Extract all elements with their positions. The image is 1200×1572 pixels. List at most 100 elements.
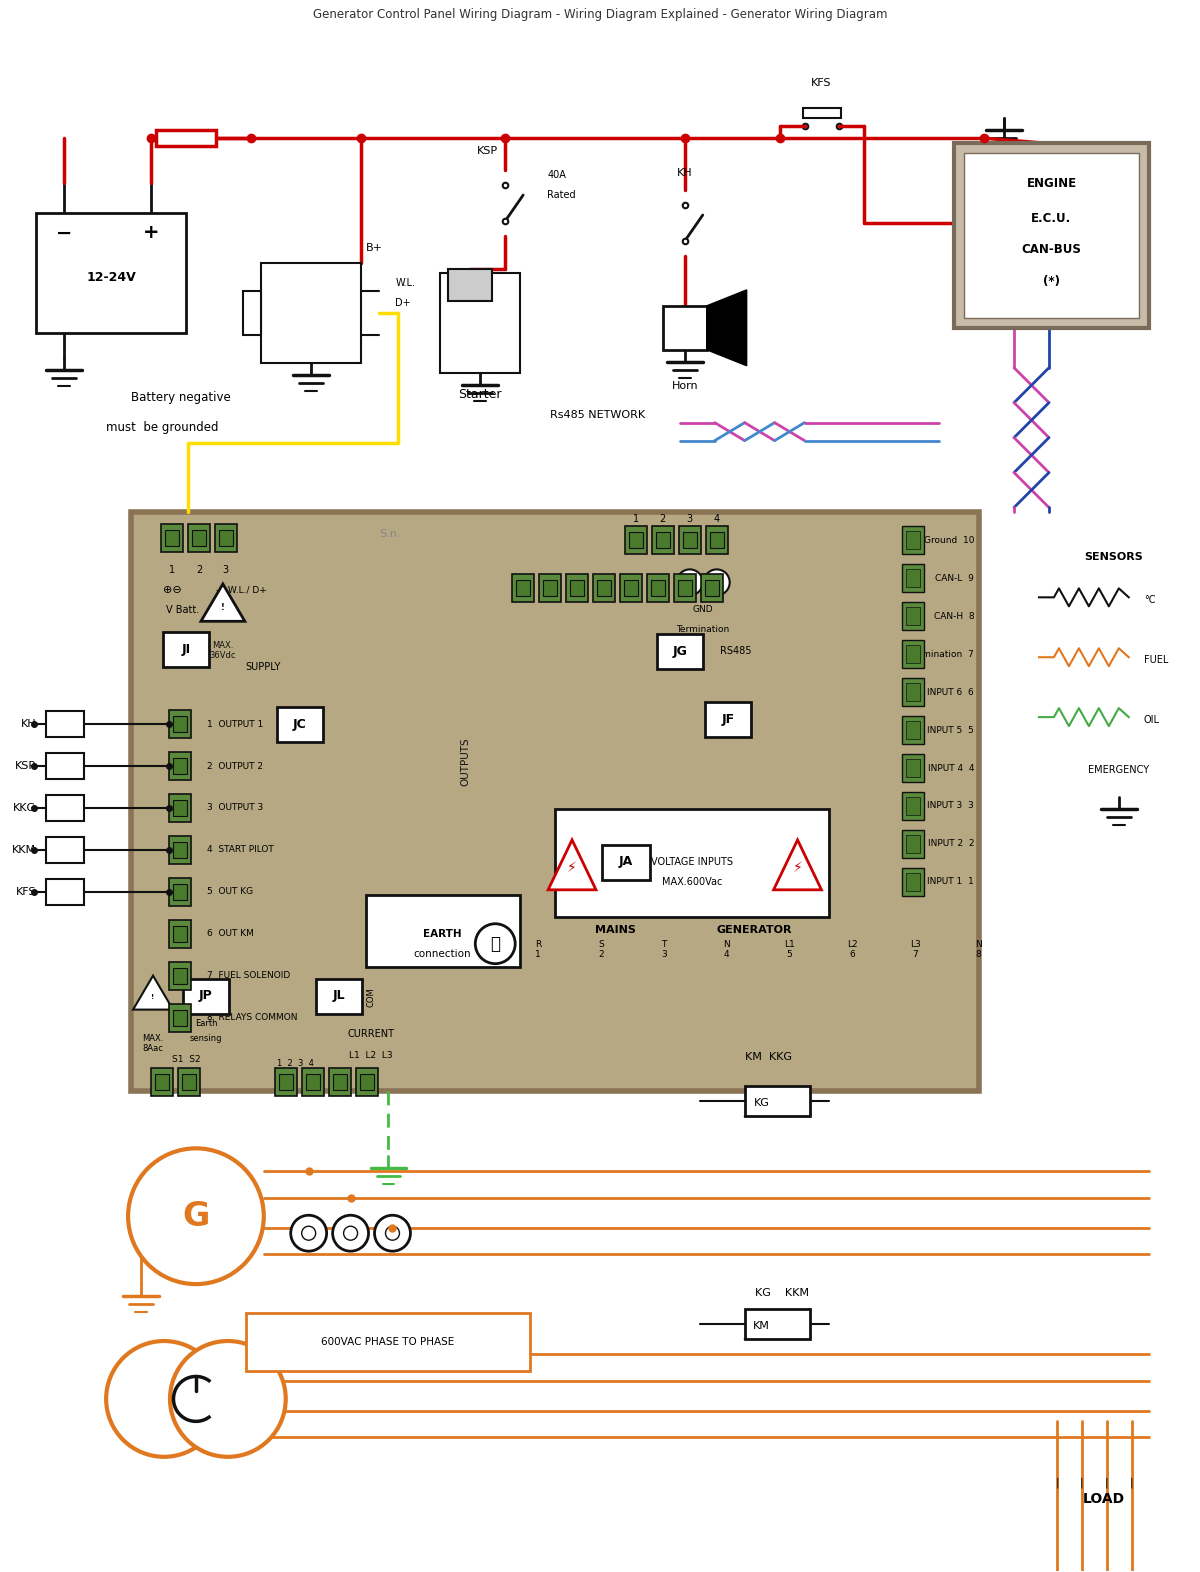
Bar: [683, 533, 697, 549]
Text: CURRENT: CURRENT: [347, 1028, 394, 1039]
Bar: [570, 580, 584, 596]
Text: Termination: Termination: [676, 624, 730, 634]
Bar: [539, 574, 562, 602]
Text: S
2: S 2: [598, 940, 604, 959]
Bar: [329, 1069, 350, 1096]
Bar: [173, 800, 187, 816]
Text: KFS: KFS: [16, 887, 36, 896]
Polygon shape: [707, 289, 746, 366]
Bar: [954, 143, 1148, 329]
Circle shape: [128, 1149, 264, 1284]
Text: INPUT 5  5: INPUT 5 5: [928, 726, 974, 734]
Text: RS485: RS485: [720, 646, 751, 656]
Text: 600VAC PHASE TO PHASE: 600VAC PHASE TO PHASE: [320, 1338, 454, 1347]
Bar: [906, 759, 920, 777]
Text: °C: °C: [1144, 596, 1156, 605]
Bar: [906, 607, 920, 626]
Bar: [169, 751, 191, 780]
Text: COM: COM: [366, 987, 376, 1006]
Circle shape: [343, 1226, 358, 1240]
Text: 3  OUTPUT 3: 3 OUTPUT 3: [206, 803, 263, 813]
Text: A: A: [714, 578, 720, 586]
Text: GND: GND: [692, 605, 713, 613]
Text: CAN-BUS: CAN-BUS: [1021, 244, 1081, 256]
Bar: [156, 130, 216, 146]
Text: 3: 3: [686, 514, 692, 525]
Circle shape: [170, 1341, 286, 1457]
Bar: [173, 883, 187, 899]
Text: V Batt.: V Batt.: [166, 605, 199, 615]
Text: KG    KKM: KG KKM: [755, 1287, 809, 1298]
Bar: [260, 263, 360, 363]
Text: |: |: [1055, 1478, 1058, 1489]
Bar: [902, 527, 924, 555]
Text: 2  OUTPUT 2: 2 OUTPUT 2: [206, 761, 263, 770]
Text: Ground  10: Ground 10: [924, 536, 974, 545]
Text: INPUT 4  4: INPUT 4 4: [928, 764, 974, 772]
Text: 7  FUEL SOLENOID: 7 FUEL SOLENOID: [206, 971, 290, 981]
Bar: [566, 574, 588, 602]
Bar: [902, 792, 924, 821]
Text: G: G: [182, 1199, 210, 1232]
Bar: [332, 1075, 347, 1091]
Text: KH: KH: [677, 168, 692, 178]
Text: Termination  7: Termination 7: [910, 649, 974, 659]
Bar: [47, 711, 84, 737]
Bar: [803, 108, 841, 118]
Bar: [169, 711, 191, 739]
Bar: [278, 1075, 293, 1091]
Bar: [593, 574, 614, 602]
Bar: [306, 1075, 319, 1091]
Bar: [964, 152, 1139, 318]
Text: Rated: Rated: [547, 190, 576, 200]
Text: E.C.U.: E.C.U.: [1031, 212, 1072, 225]
Text: sensing: sensing: [190, 1034, 222, 1044]
Text: JL: JL: [332, 989, 344, 1001]
Bar: [902, 678, 924, 706]
Bar: [556, 810, 829, 916]
Text: — W.L./ D+: — W.L./ D+: [216, 586, 266, 594]
Bar: [602, 844, 650, 880]
Bar: [906, 569, 920, 588]
Bar: [169, 836, 191, 865]
Bar: [169, 1003, 191, 1031]
Text: B+: B+: [366, 244, 383, 253]
Text: MAX.
36Vdc: MAX. 36Vdc: [210, 640, 236, 660]
Text: FUEL: FUEL: [1144, 656, 1168, 665]
Text: ⊕⊖: ⊕⊖: [163, 585, 181, 596]
Bar: [449, 269, 492, 300]
Circle shape: [332, 1215, 368, 1251]
Bar: [656, 634, 703, 670]
Bar: [679, 527, 701, 555]
Circle shape: [290, 1215, 326, 1251]
Bar: [151, 1069, 173, 1096]
Text: 1  OUTPUT 1: 1 OUTPUT 1: [206, 720, 263, 728]
Text: KKM: KKM: [12, 844, 36, 855]
Text: L1  L2  L3: L1 L2 L3: [349, 1052, 392, 1060]
Text: Earth: Earth: [194, 1019, 217, 1028]
Bar: [440, 274, 520, 373]
Bar: [902, 640, 924, 668]
Bar: [906, 722, 920, 739]
Text: L2
6: L2 6: [847, 940, 858, 959]
Bar: [706, 527, 727, 555]
Bar: [173, 843, 187, 858]
Text: W.L.: W.L.: [396, 278, 415, 288]
Text: KG: KG: [754, 1099, 769, 1108]
Bar: [169, 962, 191, 990]
Text: SENSORS: SENSORS: [1085, 552, 1144, 563]
Text: SUPPLY: SUPPLY: [246, 662, 281, 673]
Circle shape: [374, 1215, 410, 1251]
Bar: [36, 214, 186, 333]
Text: ⚡: ⚡: [568, 861, 577, 876]
Text: 1  2  3  4: 1 2 3 4: [277, 1060, 314, 1067]
Text: Battery negative: Battery negative: [131, 391, 230, 404]
Text: S.n.: S.n.: [379, 530, 401, 539]
Bar: [182, 1075, 196, 1091]
Text: +: +: [143, 223, 160, 242]
Bar: [301, 1069, 324, 1096]
Text: R
1: R 1: [535, 940, 541, 959]
Bar: [161, 525, 182, 552]
Bar: [656, 533, 670, 549]
Text: Horn: Horn: [672, 380, 698, 391]
